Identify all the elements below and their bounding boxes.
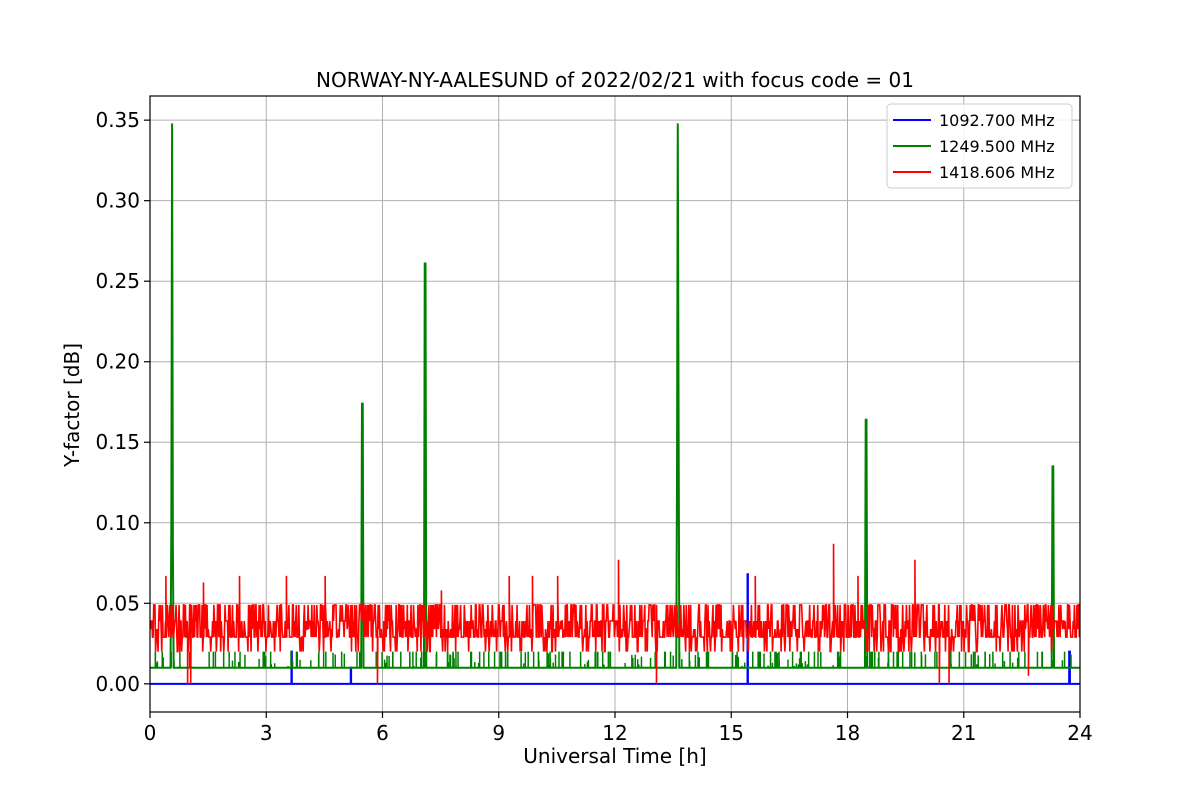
x-tick-label: 0	[144, 721, 157, 745]
y-tick-label: 0.30	[95, 189, 140, 213]
legend-label-1: 1092.700 MHz	[939, 111, 1055, 130]
series-texture-2	[154, 651, 1072, 668]
y-tick-label: 0.20	[95, 350, 140, 374]
x-tick-label: 9	[492, 721, 505, 745]
x-tick-label: 12	[602, 721, 627, 745]
x-tick-label: 3	[260, 721, 273, 745]
y-axis-label: Y-factor [dB]	[60, 343, 84, 468]
series-line-2	[150, 123, 1080, 669]
legend-label-2: 1249.500 MHz	[939, 137, 1055, 156]
series-group	[150, 123, 1080, 685]
plot-area: 0 3 6 9 12 15 18 21 24 0.00 0.05 0.10 0.15 0.20 0.25 0.…	[95, 95, 1093, 745]
x-tick-label: 21	[951, 721, 976, 745]
y-tick-label: 0.00	[95, 672, 140, 696]
x-tick-label: 6	[376, 721, 389, 745]
series-line-3	[150, 543, 1080, 684]
legend: 1092.700 MHz 1249.500 MHz 1418.606 MHz	[886, 103, 1073, 189]
x-tick-label: 24	[1067, 721, 1092, 745]
series-line-1	[150, 573, 1080, 685]
chart-title: NORWAY-NY-AALESUND of 2022/02/21 with fo…	[316, 68, 914, 92]
y-tick-label: 0.15	[95, 430, 140, 454]
y-tick-label: 0.05	[95, 591, 140, 615]
y-tick-label: 0.35	[95, 108, 140, 132]
y-tick-label: 0.10	[95, 511, 140, 535]
legend-label-3: 1418.606 MHz	[939, 163, 1055, 182]
x-tick-label: 15	[719, 721, 744, 745]
legend-box	[886, 103, 1073, 189]
x-axis-label: Universal Time [h]	[523, 744, 706, 768]
y-tick-label: 0.25	[95, 269, 140, 293]
x-tick-label: 18	[835, 721, 860, 745]
